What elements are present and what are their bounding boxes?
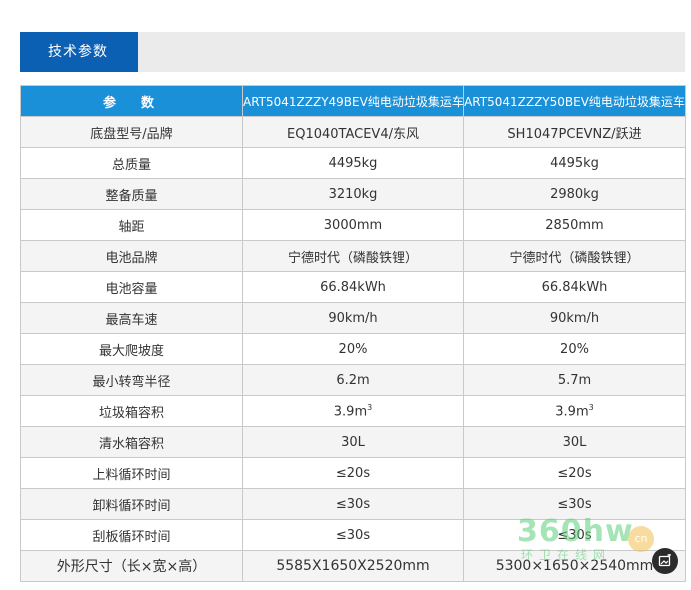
cell-model-49: ≤30s: [242, 488, 464, 520]
table-row: 卸料循环时间 ≤30s ≤30s: [20, 488, 686, 520]
section-title-tab: 技术参数: [20, 32, 138, 72]
cell-model-49: ≤30s: [242, 519, 464, 551]
cell-model-50: 30L: [463, 426, 686, 458]
row-label: 整备质量: [20, 178, 243, 210]
cell-model-49: 6.2m: [242, 364, 464, 396]
volume-superscript: 3: [588, 402, 594, 412]
table-row: 总质量 4495kg 4495kg: [20, 147, 686, 179]
cell-model-49: 3210kg: [242, 178, 464, 210]
row-label: 最大爬坡度: [20, 333, 243, 365]
cell-model-50: 2980kg: [463, 178, 686, 210]
spec-table: 参 数 ART5041ZZZY49BEV纯电动垃圾集运车 ART5041ZZZY…: [20, 85, 686, 582]
row-label: 最高车速: [20, 302, 243, 334]
cell-model-50: 5.7m: [463, 364, 686, 396]
table-row: 上料循环时间 ≤20s ≤20s: [20, 457, 686, 489]
cell-model-50: 66.84kWh: [463, 271, 686, 303]
volume-value: 3.9m: [333, 404, 368, 420]
cell-model-50: 3.9m3: [463, 395, 686, 427]
row-label: 电池容量: [20, 271, 243, 303]
cell-model-50: ≤20s: [463, 457, 686, 489]
cell-model-49: 30L: [242, 426, 464, 458]
row-label: 清水箱容积: [20, 426, 243, 458]
row-label: 底盘型号/品牌: [20, 116, 243, 148]
table-row: 最大爬坡度 20% 20%: [20, 333, 686, 365]
cell-model-49: 5585X1650X2520mm: [242, 550, 464, 582]
cell-model-50: ≤30s: [463, 488, 686, 520]
row-label: 最小转弯半径: [20, 364, 243, 396]
row-label: 刮板循环时间: [20, 519, 243, 551]
row-label: 卸料循环时间: [20, 488, 243, 520]
section-header-bar: 技术参数: [20, 32, 685, 72]
volume-superscript: 3: [367, 402, 373, 412]
cell-model-50: 90km/h: [463, 302, 686, 334]
cell-model-49: ≤20s: [242, 457, 464, 489]
volume-value: 3.9m: [555, 404, 589, 420]
table-row: 外形尺寸（长×宽×高） 5585X1650X2520mm 5300×1650×2…: [20, 550, 686, 582]
cell-model-49: 宁德时代（磷酸铁锂）: [242, 240, 464, 272]
image-edit-icon[interactable]: [652, 548, 678, 574]
cell-model-50: SH1047PCEVNZ/跃进: [463, 116, 686, 148]
table-row: 整备质量 3210kg 2980kg: [20, 178, 686, 210]
header-model-50: ART5041ZZZY50BEV纯电动垃圾集运车: [463, 85, 686, 117]
header-model-49: ART5041ZZZY49BEV纯电动垃圾集运车: [242, 85, 464, 117]
table-row: 刮板循环时间 ≤30s ≤30s: [20, 519, 686, 551]
table-row: 垃圾箱容积 3.9m3 3.9m3: [20, 395, 686, 427]
cell-model-49: 90km/h: [242, 302, 464, 334]
row-label: 外形尺寸（长×宽×高）: [20, 550, 243, 582]
table-row: 最小转弯半径 6.2m 5.7m: [20, 364, 686, 396]
table-row: 最高车速 90km/h 90km/h: [20, 302, 686, 334]
row-label: 轴距: [20, 209, 243, 241]
table-row: 清水箱容积 30L 30L: [20, 426, 686, 458]
image-edit-glyph: [658, 554, 671, 567]
table-row: 底盘型号/品牌 EQ1040TACEV4/东风 SH1047PCEVNZ/跃进: [20, 116, 686, 148]
cell-model-49: 66.84kWh: [242, 271, 464, 303]
cell-model-49: 3000mm: [242, 209, 464, 241]
row-label: 电池品牌: [20, 240, 243, 272]
table-row: 电池品牌 宁德时代（磷酸铁锂） 宁德时代（磷酸铁锂）: [20, 240, 686, 272]
table-header-row: 参 数 ART5041ZZZY49BEV纯电动垃圾集运车 ART5041ZZZY…: [20, 85, 686, 117]
cell-model-50: 5300×1650×2540mm: [463, 550, 686, 582]
row-label: 上料循环时间: [20, 457, 243, 489]
cell-model-50: 4495kg: [463, 147, 686, 179]
table-row: 电池容量 66.84kWh 66.84kWh: [20, 271, 686, 303]
row-label: 总质量: [20, 147, 243, 179]
cell-model-49: 20%: [242, 333, 464, 365]
header-param: 参 数: [20, 85, 243, 117]
cell-model-50: 20%: [463, 333, 686, 365]
table-row: 轴距 3000mm 2850mm: [20, 209, 686, 241]
cell-model-50: ≤30s: [463, 519, 686, 551]
cell-model-50: 2850mm: [463, 209, 686, 241]
cell-model-49: EQ1040TACEV4/东风: [242, 116, 464, 148]
row-label: 垃圾箱容积: [20, 395, 243, 427]
cell-model-49: 4495kg: [242, 147, 464, 179]
cell-model-49: 3.9m3: [242, 395, 464, 427]
cell-model-50: 宁德时代（磷酸铁锂）: [463, 240, 686, 272]
